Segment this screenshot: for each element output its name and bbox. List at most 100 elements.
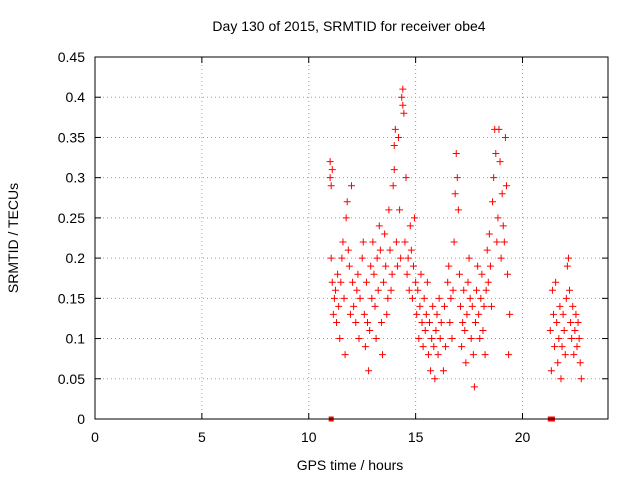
data-point xyxy=(424,351,432,359)
data-point xyxy=(469,351,477,359)
data-point xyxy=(405,286,413,294)
data-point xyxy=(380,278,388,286)
data-point xyxy=(459,318,467,326)
data-point xyxy=(399,101,407,109)
data-point xyxy=(409,262,417,270)
data-point xyxy=(492,150,500,158)
data-point xyxy=(328,278,336,286)
data-point xyxy=(343,198,351,206)
data-point xyxy=(476,335,484,343)
data-point xyxy=(549,310,557,318)
data-point xyxy=(480,302,488,310)
data-point xyxy=(497,254,505,262)
data-point xyxy=(436,335,444,343)
data-point xyxy=(562,294,570,302)
chart-title: Day 130 of 2015, SRMTID for receiver obe… xyxy=(212,18,485,34)
data-point xyxy=(416,302,424,310)
data-point xyxy=(336,335,344,343)
y-tick-label: 0 xyxy=(77,411,85,427)
data-point xyxy=(419,343,427,351)
y-tick-label: 0.4 xyxy=(66,89,86,105)
data-point xyxy=(334,270,342,278)
data-point xyxy=(411,214,419,222)
data-point xyxy=(383,310,391,318)
data-point xyxy=(430,343,438,351)
data-point xyxy=(390,166,398,174)
data-point xyxy=(499,222,507,230)
data-point xyxy=(331,286,339,294)
data-point xyxy=(564,254,572,262)
data-point xyxy=(407,246,415,254)
data-point xyxy=(468,302,476,310)
data-point xyxy=(372,335,380,343)
data-point xyxy=(575,335,583,343)
data-point xyxy=(374,286,382,294)
data-point xyxy=(547,367,555,375)
data-point xyxy=(455,270,463,278)
data-point xyxy=(361,343,369,351)
data-point xyxy=(423,278,431,286)
data-point xyxy=(348,182,355,190)
x-tick-label: 5 xyxy=(198,429,206,445)
data-point xyxy=(571,327,579,335)
data-point xyxy=(340,294,348,302)
data-point xyxy=(358,254,366,262)
y-tick-label: 0.35 xyxy=(58,129,85,145)
y-tick-label: 0.45 xyxy=(58,49,85,65)
data-point xyxy=(376,246,384,254)
axes-layer: 0 0.05 0.1 0.15 0.2 0.25 0.3 0.35 0.4 0.45 0 5 10 15 2… xyxy=(58,49,608,445)
data-point xyxy=(568,335,576,343)
data-point xyxy=(552,278,560,286)
data-point xyxy=(415,335,423,343)
data-point xyxy=(465,254,473,262)
data-point xyxy=(493,238,501,246)
data-point xyxy=(398,93,406,101)
data-point xyxy=(479,327,487,335)
data-point xyxy=(355,335,363,343)
data-point xyxy=(327,182,335,190)
data-point xyxy=(384,294,392,302)
data-point xyxy=(473,286,481,294)
data-point xyxy=(461,327,469,335)
data-point xyxy=(447,294,455,302)
data-point xyxy=(573,343,581,351)
data-point xyxy=(386,246,394,254)
data-point xyxy=(342,214,350,222)
data-point xyxy=(364,318,372,326)
data-point xyxy=(377,318,385,326)
data-point xyxy=(393,262,401,270)
data-point xyxy=(504,270,512,278)
data-point xyxy=(444,278,452,286)
data-point xyxy=(570,351,578,359)
data-point xyxy=(546,327,554,335)
data-point xyxy=(445,262,453,270)
data-point xyxy=(353,286,361,294)
data-point xyxy=(462,359,470,367)
data-point xyxy=(400,109,408,117)
data-point xyxy=(500,238,508,246)
data-point xyxy=(457,302,465,310)
y-tick-label: 0.2 xyxy=(66,250,86,266)
data-point xyxy=(448,335,456,343)
data-point xyxy=(486,262,494,270)
data-point xyxy=(464,278,472,286)
data-point xyxy=(395,133,403,141)
data-point xyxy=(349,278,357,286)
data-point xyxy=(412,278,420,286)
data-point xyxy=(569,302,577,310)
data-point xyxy=(404,254,412,262)
data-point xyxy=(428,335,436,343)
data-point xyxy=(506,310,514,318)
data-point xyxy=(490,174,498,182)
x-tick-label: 10 xyxy=(301,429,317,445)
data-point xyxy=(505,351,513,359)
y-axis-label: SRMTID / TECUs xyxy=(5,183,21,293)
data-point xyxy=(368,294,376,302)
data-point xyxy=(396,206,404,214)
data-point xyxy=(413,310,421,318)
data-point xyxy=(561,351,569,359)
data-point xyxy=(328,166,336,174)
data-point xyxy=(352,318,360,326)
data-point xyxy=(366,327,374,335)
data-point xyxy=(432,327,440,335)
